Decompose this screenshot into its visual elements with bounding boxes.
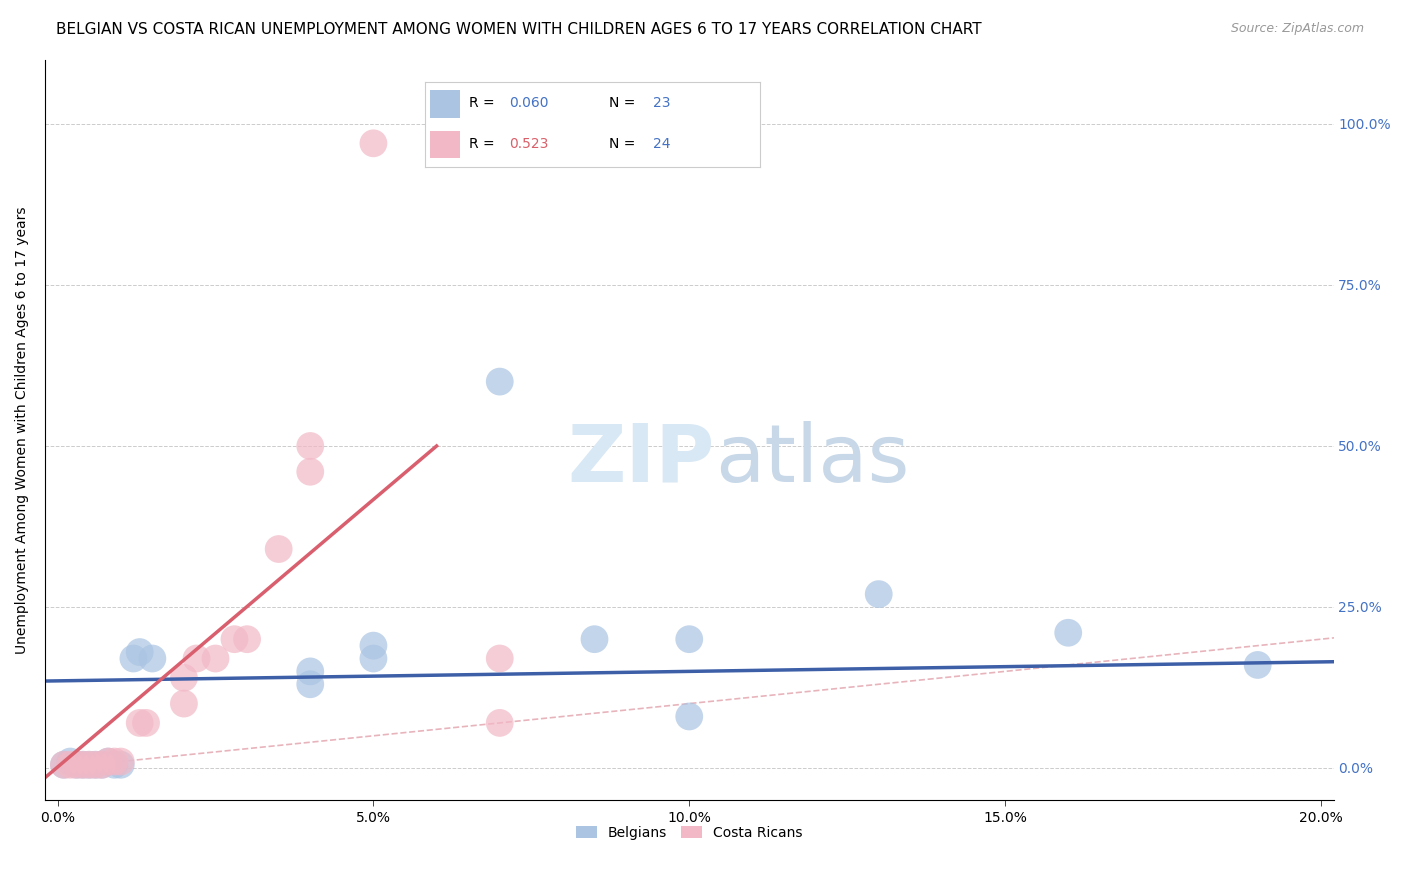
Point: [488, 651, 510, 665]
Point: [267, 542, 290, 557]
Point: [110, 755, 132, 769]
Point: [224, 632, 246, 647]
Point: [72, 757, 94, 772]
Point: [488, 715, 510, 730]
Point: [488, 375, 510, 389]
Point: [868, 587, 890, 601]
Text: BELGIAN VS COSTA RICAN UNEMPLOYMENT AMONG WOMEN WITH CHILDREN AGES 6 TO 17 YEARS: BELGIAN VS COSTA RICAN UNEMPLOYMENT AMON…: [56, 22, 981, 37]
Point: [59, 755, 82, 769]
Point: [363, 639, 385, 653]
Point: [1247, 657, 1270, 672]
Point: [97, 755, 120, 769]
Point: [97, 755, 120, 769]
Point: [59, 757, 82, 772]
Point: [678, 632, 700, 647]
Legend: Belgians, Costa Ricans: Belgians, Costa Ricans: [571, 820, 808, 845]
Text: Source: ZipAtlas.com: Source: ZipAtlas.com: [1230, 22, 1364, 36]
Point: [90, 757, 112, 772]
Point: [1057, 625, 1080, 640]
Point: [583, 632, 606, 647]
Point: [128, 645, 150, 659]
Point: [103, 755, 125, 769]
Point: [363, 651, 385, 665]
Point: [173, 697, 195, 711]
Point: [84, 757, 107, 772]
Point: [135, 715, 157, 730]
Point: [77, 757, 100, 772]
Point: [299, 665, 322, 679]
Point: [299, 465, 322, 479]
Point: [299, 439, 322, 453]
Point: [84, 757, 107, 772]
Text: atlas: atlas: [716, 420, 910, 499]
Point: [678, 709, 700, 723]
Point: [52, 757, 75, 772]
Point: [90, 757, 112, 772]
Point: [103, 757, 125, 772]
Point: [65, 757, 87, 772]
Point: [122, 651, 145, 665]
Text: ZIP: ZIP: [568, 420, 716, 499]
Point: [65, 757, 87, 772]
Point: [299, 677, 322, 691]
Point: [110, 757, 132, 772]
Point: [236, 632, 259, 647]
Point: [204, 651, 226, 665]
Point: [141, 651, 163, 665]
Point: [186, 651, 208, 665]
Point: [363, 136, 385, 151]
Point: [52, 757, 75, 772]
Point: [72, 757, 94, 772]
Point: [173, 671, 195, 685]
Point: [128, 715, 150, 730]
Y-axis label: Unemployment Among Women with Children Ages 6 to 17 years: Unemployment Among Women with Children A…: [15, 206, 30, 654]
Point: [77, 757, 100, 772]
